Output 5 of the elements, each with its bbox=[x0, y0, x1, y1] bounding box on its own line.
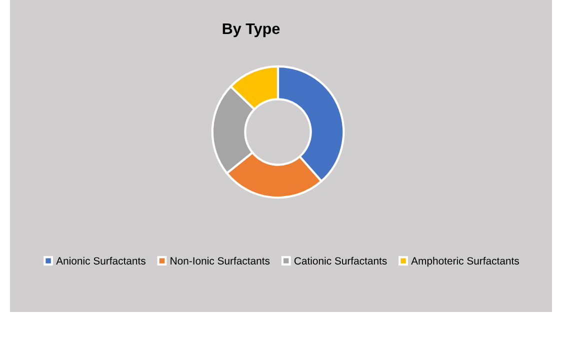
legend-label: Cationic Surfactants bbox=[294, 256, 387, 265]
legend-label: Amphoteric Surfactants bbox=[411, 256, 519, 267]
legend-label: Non-Ionic Surfactants bbox=[170, 256, 270, 265]
chart-title: By Type bbox=[222, 23, 280, 38]
legend-label: Anionic Surfactants bbox=[56, 256, 146, 265]
